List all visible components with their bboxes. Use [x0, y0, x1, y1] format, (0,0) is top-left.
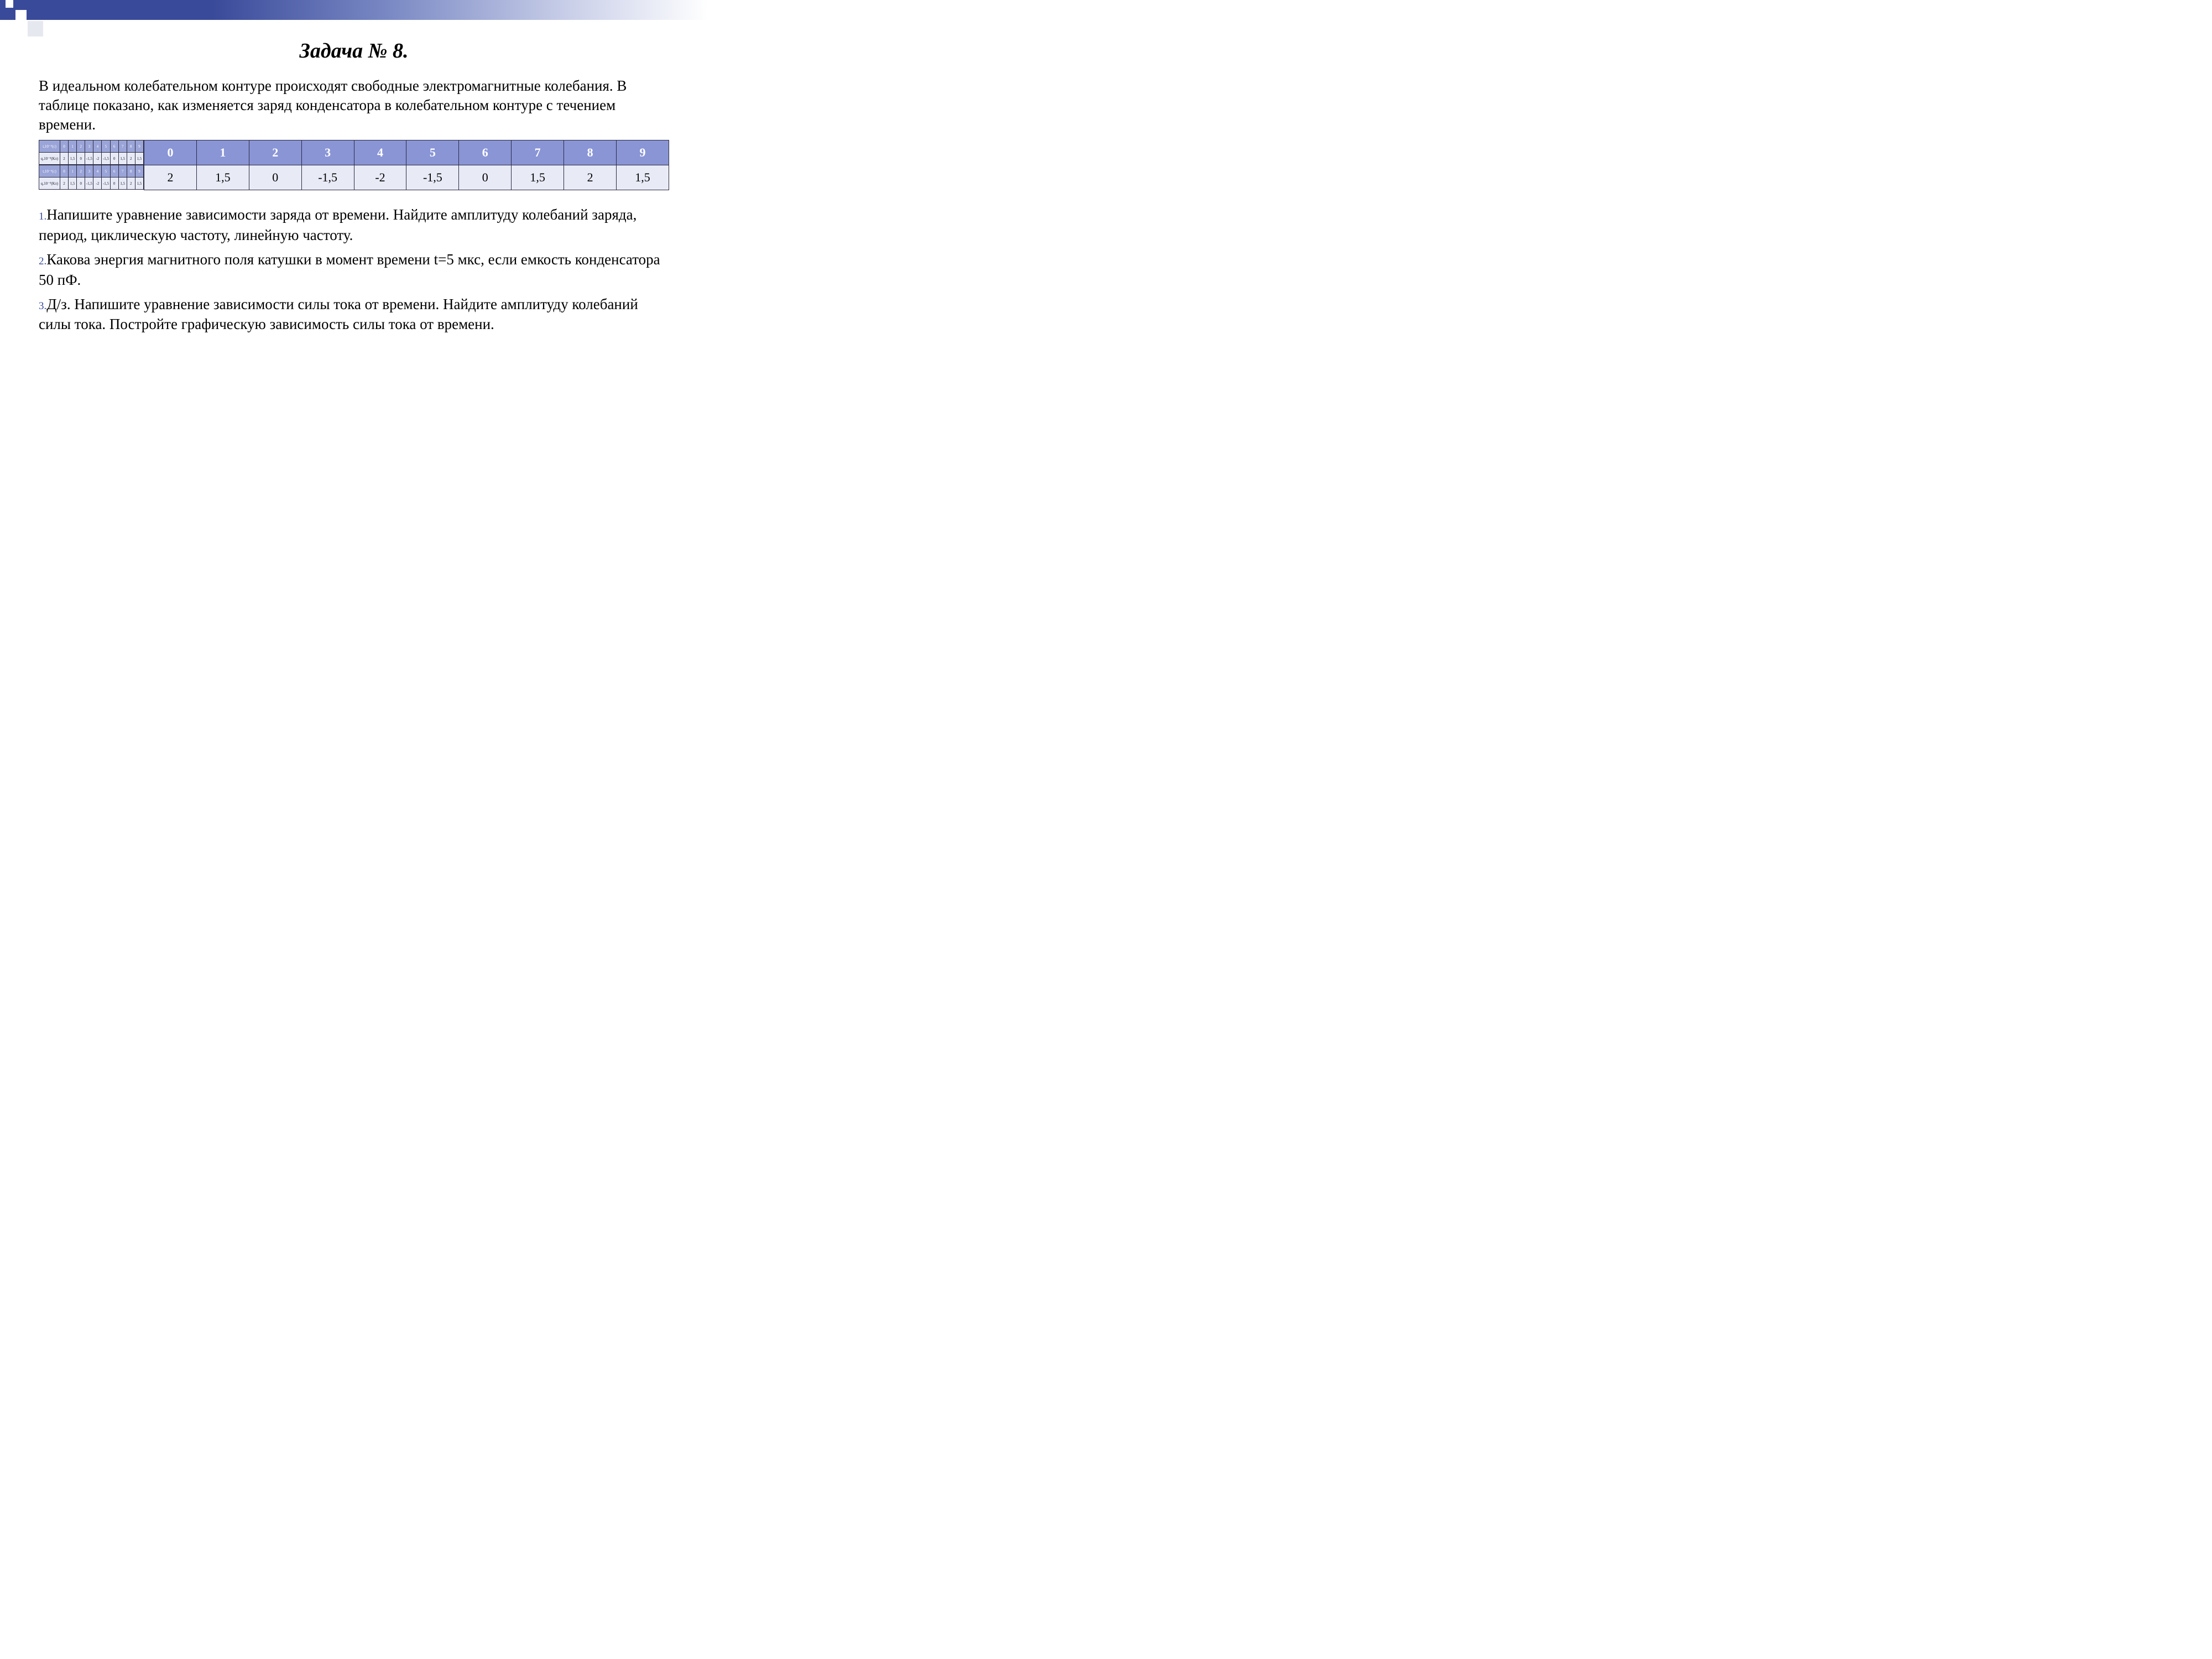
mini-c: 2 — [127, 178, 135, 190]
table-header-cell: 2 — [249, 140, 301, 165]
mini-table-2: t,10⁻⁶(c) 0 1 2 3 4 5 6 7 8 9 q,10⁻⁹(Кл)… — [39, 165, 144, 190]
table-data-cell: 2 — [144, 165, 197, 190]
mini-c: 1,5 — [118, 178, 127, 190]
mini-c: 2 — [127, 153, 135, 165]
mini-h: 4 — [93, 140, 102, 153]
mini-c: 2 — [60, 178, 69, 190]
mini-c: 0 — [110, 178, 118, 190]
header-gradient-bar — [0, 0, 708, 20]
question-list: 1.Напишите уравнение зависимости заряда … — [39, 205, 669, 335]
question-1-text: Напишите уравнение зависимости заряда от… — [39, 206, 637, 243]
table-data-cell: -1,5 — [406, 165, 459, 190]
mini-row2-label-b: q,10⁻⁹(Кл) — [39, 178, 60, 190]
question-3: 3.Д/з. Напишите уравнение зависимости си… — [39, 294, 669, 335]
question-2-text: Какова энергия магнитного поля катушки в… — [39, 251, 660, 288]
mini-c: 0 — [77, 178, 85, 190]
mini-row2-label: q,10⁻⁹(Кл) — [39, 153, 60, 165]
table-data-cell: 1,5 — [617, 165, 669, 190]
question-2: 2.Какова энергия магнитного поля катушки… — [39, 249, 669, 290]
content-area: В идеальном колебательном контуре происх… — [0, 76, 708, 335]
mini-h: 0 — [60, 165, 69, 178]
mini-h: 3 — [85, 140, 93, 153]
mini-table-stack: t,10⁻⁶(c) 0 1 2 3 4 5 6 7 8 9 q,10⁻⁹(Кл)… — [39, 140, 144, 190]
question-2-number: 2. — [39, 255, 46, 267]
mini-c: 1,5 — [69, 178, 77, 190]
table-data-cell: 2 — [564, 165, 617, 190]
mini-c: 2 — [60, 153, 69, 165]
mini-h: 2 — [77, 165, 85, 178]
mini-c: -1,5 — [102, 153, 110, 165]
mini-h: 5 — [102, 140, 110, 153]
deco-square-1 — [6, 0, 13, 8]
mini-h: 7 — [118, 140, 127, 153]
data-table: 0 1 2 3 4 5 6 7 8 9 2 1,5 0 -1,5 -2 -1,5… — [144, 140, 669, 190]
question-3-text: Д/з. Напишите уравнение зависимости силы… — [39, 296, 638, 332]
mini-row1-label: t,10⁻⁶(c) — [39, 140, 60, 153]
mini-h: 3 — [85, 165, 93, 178]
mini-c: 0 — [77, 153, 85, 165]
mini-c: 1,5 — [69, 153, 77, 165]
mini-c: -2 — [93, 153, 102, 165]
table-data-cell: 1,5 — [512, 165, 564, 190]
table-header-cell: 9 — [617, 140, 669, 165]
mini-h: 8 — [127, 140, 135, 153]
mini-h: 2 — [77, 140, 85, 153]
table-data-cell: 1,5 — [196, 165, 249, 190]
table-header-cell: 7 — [512, 140, 564, 165]
mini-h: 6 — [110, 140, 118, 153]
table-header-cell: 4 — [354, 140, 406, 165]
mini-c: -1,5 — [85, 178, 93, 190]
mini-c: -2 — [93, 178, 102, 190]
mini-h: 8 — [127, 165, 135, 178]
table-data-cell: -2 — [354, 165, 406, 190]
mini-table-1: t,10⁻⁶(c) 0 1 2 3 4 5 6 7 8 9 q,10⁻⁹(Кл)… — [39, 140, 144, 165]
mini-h: 1 — [69, 140, 77, 153]
mini-c: 0 — [110, 153, 118, 165]
question-3-number: 3. — [39, 300, 46, 312]
mini-c: 1,5 — [118, 153, 127, 165]
table-header-cell: 8 — [564, 140, 617, 165]
table-data-cell: -1,5 — [301, 165, 354, 190]
table-data-row: 2 1,5 0 -1,5 -2 -1,5 0 1,5 2 1,5 — [144, 165, 669, 190]
deco-square-3 — [28, 21, 43, 36]
mini-c: 1,5 — [135, 153, 143, 165]
intro-paragraph: В идеальном колебательном контуре происх… — [39, 76, 669, 134]
mini-h: 6 — [110, 165, 118, 178]
table-data-cell: 0 — [249, 165, 301, 190]
mini-h: 7 — [118, 165, 127, 178]
mini-h: 9 — [135, 140, 143, 153]
table-header-cell: 3 — [301, 140, 354, 165]
mini-c: -1,5 — [102, 178, 110, 190]
mini-h: 9 — [135, 165, 143, 178]
question-1: 1.Напишите уравнение зависимости заряда … — [39, 205, 669, 245]
table-data-cell: 0 — [459, 165, 512, 190]
table-header-cell: 0 — [144, 140, 197, 165]
mini-c: -1,5 — [85, 153, 93, 165]
table-header-cell: 1 — [196, 140, 249, 165]
mini-h: 0 — [60, 140, 69, 153]
mini-h: 4 — [93, 165, 102, 178]
mini-c: 1,5 — [135, 178, 143, 190]
table-header-row: 0 1 2 3 4 5 6 7 8 9 — [144, 140, 669, 165]
mini-row1-label-b: t,10⁻⁶(c) — [39, 165, 60, 178]
mini-h: 5 — [102, 165, 110, 178]
question-1-number: 1. — [39, 211, 46, 222]
mini-h: 1 — [69, 165, 77, 178]
deco-square-2 — [15, 10, 27, 21]
table-wrapper: t,10⁻⁶(c) 0 1 2 3 4 5 6 7 8 9 q,10⁻⁹(Кл)… — [39, 140, 669, 190]
table-header-cell: 6 — [459, 140, 512, 165]
table-header-cell: 5 — [406, 140, 459, 165]
